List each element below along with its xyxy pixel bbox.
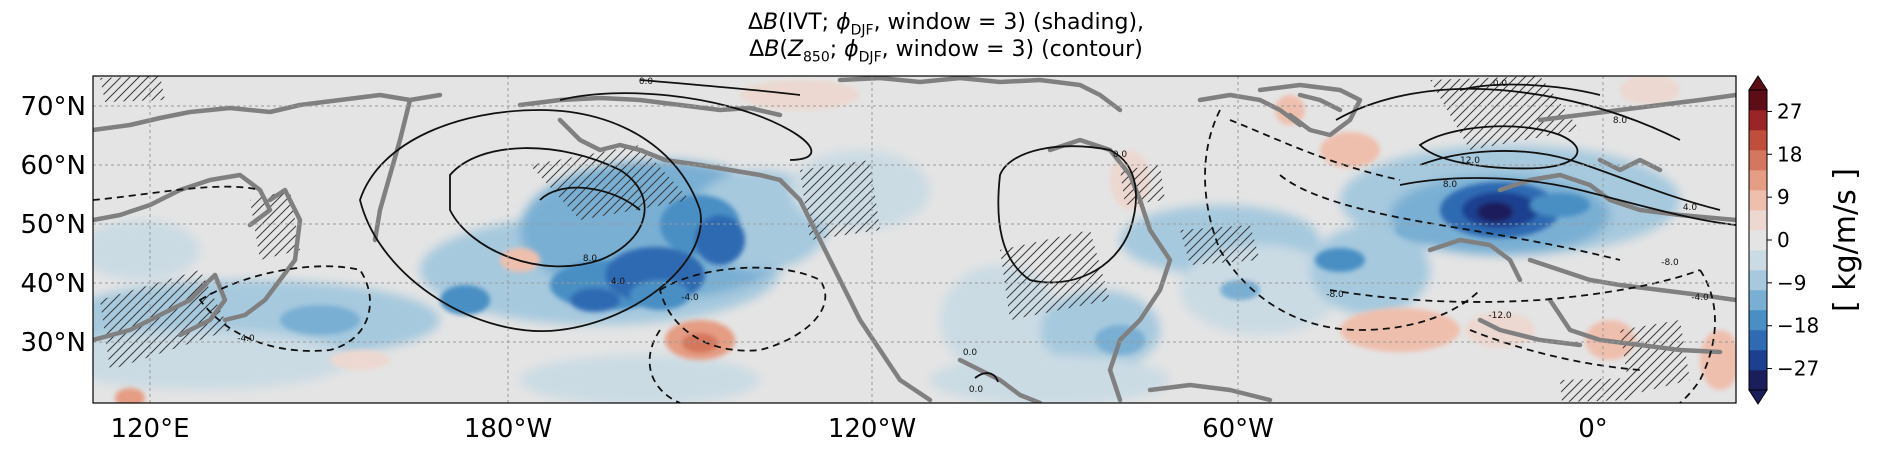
contour-label: 0.0 bbox=[969, 385, 984, 395]
contour-label: -4.0 bbox=[237, 334, 255, 344]
colorbar: 27 18 9 0 −9 −18 −27 [ kg/m/s ] bbox=[1748, 75, 1863, 405]
colorbar-segment bbox=[1749, 310, 1767, 331]
lat-tick-label: 50°N bbox=[20, 210, 86, 240]
contour-label: 8.0 bbox=[583, 254, 598, 264]
lat-tick-label: 40°N bbox=[20, 269, 86, 299]
contour-label: 0.0 bbox=[1493, 79, 1508, 89]
contour-label: -8.0 bbox=[1326, 290, 1344, 300]
colorbar-tick-label: 18 bbox=[1777, 142, 1802, 166]
lat-tick-label: 30°N bbox=[20, 328, 86, 358]
colorbar-tick-label: −18 bbox=[1777, 314, 1819, 338]
contour-label: 4.0 bbox=[1683, 203, 1698, 213]
contour-label: -4.0 bbox=[681, 293, 699, 303]
significance-hatching bbox=[100, 76, 1690, 402]
colorbar-segment bbox=[1749, 330, 1767, 351]
colorbar-ticks: 27 18 9 0 −9 −18 −27 bbox=[1767, 99, 1819, 381]
lat-tick-label: 60°N bbox=[20, 151, 86, 181]
map-frame bbox=[92, 75, 1737, 404]
graticule bbox=[93, 76, 1736, 403]
colorbar-tick-label: 9 bbox=[1777, 185, 1790, 209]
contour-label: 4.0 bbox=[611, 277, 626, 287]
colorbar-segment bbox=[1749, 350, 1767, 371]
contour-label: 0.0 bbox=[1113, 150, 1128, 160]
contour-label: -8.0 bbox=[1661, 258, 1679, 268]
colorbar-tick-label: 0 bbox=[1777, 228, 1790, 252]
contour-label: 0.0 bbox=[963, 348, 978, 358]
contour-label: 0.0 bbox=[639, 77, 654, 87]
lon-tick-label: 60°W bbox=[1202, 414, 1274, 444]
contour-label: 8.0 bbox=[1613, 116, 1628, 126]
contour-label: -4.0 bbox=[1691, 293, 1709, 303]
lon-tick-label: 0° bbox=[1578, 414, 1608, 444]
colorbar-segment bbox=[1749, 90, 1767, 111]
lat-tick-label: 70°N bbox=[20, 92, 86, 122]
lon-tick-label: 120°W bbox=[828, 414, 916, 444]
lon-tick-label: 120°E bbox=[110, 414, 189, 444]
colorbar-segment bbox=[1749, 210, 1767, 231]
colorbar-extend-max bbox=[1748, 75, 1768, 91]
contour-label: 12.0 bbox=[1460, 156, 1480, 166]
colorbar-segment bbox=[1749, 290, 1767, 311]
colorbar-tick-label: −9 bbox=[1777, 271, 1806, 295]
colorbar-segment bbox=[1749, 110, 1767, 131]
colorbar-segment bbox=[1749, 150, 1767, 171]
contours-dashed bbox=[93, 109, 1716, 403]
colorbar-segment bbox=[1749, 170, 1767, 191]
chart-title-line-2: ΔB(Z850; ϕDJF, window = 3) (contour) bbox=[749, 37, 1143, 66]
colorbar-extend-min bbox=[1748, 389, 1768, 405]
lon-tick-label: 180°W bbox=[464, 414, 552, 444]
contours-solid bbox=[359, 79, 1736, 383]
colorbar-segment bbox=[1749, 130, 1767, 151]
ivt-shading-negative-core bbox=[280, 182, 1590, 355]
colorbar-segments bbox=[1749, 90, 1767, 391]
colorbar-tick-label: −27 bbox=[1777, 357, 1819, 381]
chart-title-line-1: ΔB(IVT; ϕDJF, window = 3) (shading), bbox=[747, 10, 1145, 39]
colorbar-segment bbox=[1749, 370, 1767, 391]
colorbar-label: [ kg/m/s ] bbox=[1828, 168, 1863, 312]
colorbar-segment bbox=[1749, 230, 1767, 251]
contour-label: 8.0 bbox=[1443, 180, 1458, 190]
colorbar-segment bbox=[1749, 250, 1767, 271]
colorbar-segment bbox=[1749, 270, 1767, 291]
colorbar-segment bbox=[1749, 190, 1767, 211]
contour-label: -12.0 bbox=[1488, 311, 1512, 321]
colorbar-tick-label: 27 bbox=[1777, 99, 1802, 123]
